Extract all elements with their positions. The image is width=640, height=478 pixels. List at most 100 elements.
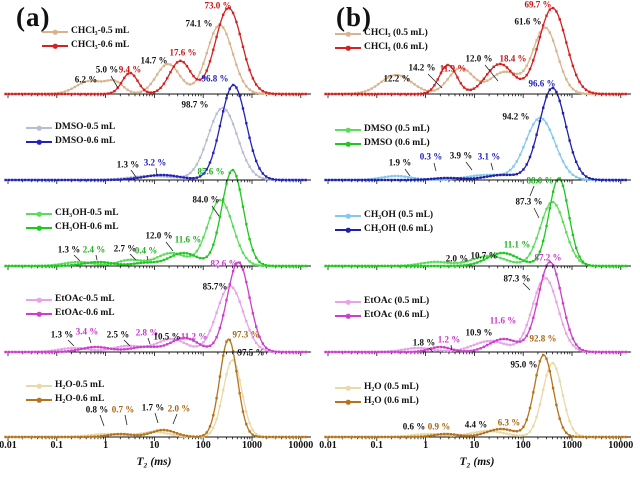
legend-entry: EtOAc (0.5 mL): [335, 295, 429, 309]
panel-a-label: (a): [16, 2, 51, 32]
peak-percent-label: 5.0 %: [95, 64, 119, 75]
legend-marker-icon: [335, 313, 361, 319]
legend-marker-icon: [26, 397, 52, 403]
legend-entry: H₂O (0.6 mL): [335, 395, 419, 409]
peak-percent-label: 2.0 %: [445, 253, 469, 264]
series-markers-b-0-1: [324, 6, 627, 96]
peak-percent-label: 94.2 %: [502, 111, 530, 122]
legend-label: H₂O (0.5 mL): [364, 382, 419, 393]
peak-percent-label: 61.6 %: [514, 16, 542, 27]
legend-entry: DMSO-0.5 mL: [26, 121, 115, 135]
legend-marker-icon: [335, 385, 361, 391]
peak-percent-label: 73.0 %: [204, 0, 232, 11]
legend-entry: EtOAc (0.6 mL): [335, 309, 429, 323]
legend-dot-icon: [345, 385, 351, 391]
x-tick-label: 0.01: [319, 440, 337, 451]
peak-percent-label: 4.4 %: [464, 419, 488, 430]
peak-percent-label: 11.9 %: [439, 63, 467, 74]
legend-marker-icon: [26, 225, 52, 231]
legend-label: CH₃OH-0.6 mL: [55, 222, 119, 233]
legend-label: CHCl₃ (0.6 mL): [364, 42, 428, 53]
legend-label: CHCl₃-0.5 mL: [71, 26, 130, 37]
peak-percent-label: 17.6 %: [169, 47, 197, 58]
series-markers-b-3-1: [324, 260, 627, 354]
legend-dot-icon: [36, 225, 42, 231]
curve-row-a-2: [4, 168, 311, 270]
peak-percent-label: 0.8 %: [85, 404, 109, 415]
legend-dot-icon: [345, 213, 351, 219]
peak-percent-label: 69.7 %: [524, 0, 552, 10]
legend-dot-icon: [345, 299, 351, 305]
peak-percent-label: 0.4 %: [134, 245, 158, 256]
panel-b: (b) T₂ (ms) CHCl₃ (0.5 mL) CHCl₃ (0.6 mL)…: [319, 0, 640, 478]
peak-percent-label: 12.0 %: [145, 230, 173, 241]
peak-percent-label: 1.2 %: [437, 334, 461, 345]
peak-percent-label: 2.0 %: [167, 403, 191, 414]
x-tick-label: 0.01: [0, 440, 17, 451]
peak-percent-label: 0.3 %: [419, 151, 443, 162]
peak-percent-label: 18.4 %: [499, 53, 527, 64]
peak-percent-label: 0.7 %: [111, 404, 135, 415]
x-tick-label: 1: [423, 440, 429, 451]
legend-label: DMSO-0.5 mL: [55, 122, 116, 133]
curve-row-a-1: [4, 83, 311, 184]
legend-marker-icon: [335, 45, 361, 51]
legend-dot-icon: [52, 43, 58, 49]
peak-percent-label: 10.7 %: [470, 250, 498, 261]
peak-percent-label: 85.6 %: [197, 166, 225, 177]
legend-label: DMSO-0.6 mL: [55, 136, 116, 147]
x-tick-label: 1000: [242, 440, 262, 451]
peak-percent-label: 6.3 %: [497, 417, 521, 428]
legend-entry: DMSO (0.6 mL): [335, 137, 430, 151]
legend-dot-icon: [345, 141, 351, 147]
legend-entry: CHCl₃ (0.5 mL): [335, 27, 428, 41]
series-markers-a-4-1: [4, 338, 307, 439]
curve-row-b-4: [324, 353, 631, 441]
legend-entry: CH₃OH-0.5 mL: [26, 207, 119, 221]
legend-dot-icon: [345, 127, 351, 133]
legend-dot-icon: [36, 125, 42, 131]
peak-percent-label: 87.2 %: [534, 252, 562, 263]
curve-row-a-3: [4, 261, 311, 356]
legend-a-DMSO: DMSO-0.5 mL DMSO-0.6 mL: [26, 121, 115, 149]
legend-b-CHCl₃: CHCl₃ (0.5 mL) CHCl₃ (0.6 mL): [335, 27, 428, 55]
legend-entry: DMSO (0.5 mL): [335, 123, 430, 137]
legend-label: H₂O (0.6 mL): [364, 396, 419, 407]
peak-percent-label: 82.6 %: [210, 258, 238, 269]
legend-marker-icon: [335, 213, 361, 219]
legend-entry: EtOAc-0.5 mL: [26, 293, 115, 307]
x-tick-label: 1: [103, 440, 109, 451]
legend-marker-icon: [26, 125, 52, 131]
legend-a-H₂O: H₂O-0.5 mL H₂O-0.6 mL: [26, 379, 104, 407]
legend-a-CH₃OH: CH₃OH-0.5 mL CH₃OH-0.6 mL: [26, 207, 119, 235]
legend-dot-icon: [36, 311, 42, 317]
peak-percent-label: 2.4 %: [82, 244, 106, 255]
legend-marker-icon: [42, 29, 68, 35]
series-markers-a-2-1: [4, 168, 307, 268]
legend-marker-icon: [26, 139, 52, 145]
x-tick-label: 1000: [562, 440, 582, 451]
peak-percent-label: 87.3 %: [503, 273, 531, 284]
x-tick-label: 10000: [608, 440, 634, 451]
peak-percent-label: 96.8 %: [201, 73, 229, 84]
legend-entry: CHCl₃-0.6 mL: [42, 39, 129, 53]
legend-dot-icon: [345, 399, 351, 405]
curve-row-a-4: [4, 338, 311, 441]
x-tick-label: 100: [515, 440, 531, 451]
legend-label: DMSO (0.5 mL): [364, 124, 430, 135]
peak-percent-label: 92.8 %: [529, 333, 557, 344]
legend-entry: CH₃OH (0.6 mL): [335, 223, 433, 237]
peak-percent-label: 10.5 %: [153, 331, 181, 342]
legend-entry: CHCl₃-0.5 mL: [42, 25, 129, 39]
legend-dot-icon: [345, 45, 351, 51]
legend-label: CH₃OH-0.5 mL: [55, 208, 119, 219]
series-markers-a-3-1: [4, 261, 307, 354]
x-tick-label: 100: [195, 440, 211, 451]
legend-b-EtOAc: EtOAc (0.5 mL) EtOAc (0.6 mL): [335, 295, 429, 323]
curve-row-a-0: [4, 7, 311, 98]
peak-percent-label: 95.0 %: [510, 359, 538, 370]
peak-percent-label: 96.6 %: [528, 78, 556, 89]
legend-marker-icon: [26, 311, 52, 317]
legend-b-CH₃OH: CH₃OH (0.5 mL) CH₃OH (0.6 mL): [335, 209, 433, 237]
peak-percent-label: 1.9 %: [388, 157, 412, 168]
